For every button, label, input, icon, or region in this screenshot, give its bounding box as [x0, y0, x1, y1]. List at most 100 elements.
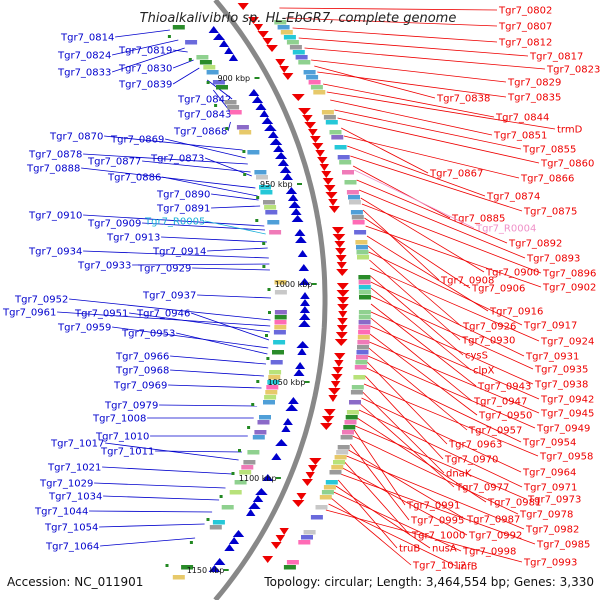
gene-label-tgr7-0969[interactable]: Tgr7_0969 — [113, 381, 167, 392]
gene-label-tgr7-0993[interactable]: Tgr7_0993 — [523, 558, 577, 569]
gene-label-tgr7-0855[interactable]: Tgr7_0855 — [522, 145, 576, 156]
gene-label-tgr7-1021[interactable]: Tgr7_1021 — [47, 463, 101, 474]
gene-label-tgr7-0823[interactable]: Tgr7_0823 — [546, 65, 600, 76]
gene-label-tgr7-0870[interactable]: Tgr7_0870 — [49, 132, 103, 143]
gene-label-tgr7-0942[interactable]: Tgr7_0942 — [540, 395, 594, 406]
gene-label-tgr7-0938[interactable]: Tgr7_0938 — [534, 380, 588, 391]
gene-label-tgr7-0910[interactable]: Tgr7_0910 — [28, 211, 82, 222]
gene-label-tgr7-0982[interactable]: Tgr7_0982 — [525, 525, 579, 536]
gene-label-tgr7-0978[interactable]: Tgr7_0978 — [519, 510, 573, 521]
gene-label-tgr7-0838[interactable]: Tgr7_0838 — [436, 94, 490, 105]
gene-label-tgr7-1064[interactable]: Tgr7_1064 — [45, 542, 99, 553]
gene-label-tgr7-0981[interactable]: Tgr7_0981 — [487, 498, 541, 509]
gene-label-tgr7-0874[interactable]: Tgr7_0874 — [486, 192, 540, 203]
gene-label-tgr7-0819[interactable]: Tgr7_0819 — [118, 46, 172, 57]
gene-label-tgr7-0961[interactable]: Tgr7_0961 — [2, 308, 56, 319]
gene-label-tgr7-0992[interactable]: Tgr7_0992 — [468, 531, 522, 542]
gene-label-tgr7-0833[interactable]: Tgr7_0833 — [57, 68, 111, 79]
gene-label-tgr7-1017[interactable]: Tgr7_1017 — [50, 439, 104, 450]
gene-label-tgr7-1012[interactable]: Tgr7_1012 — [412, 561, 466, 572]
gene-label-tgr7-0835[interactable]: Tgr7_0835 — [507, 93, 561, 104]
gene-label-tgr7-0868[interactable]: Tgr7_0868 — [173, 127, 227, 138]
gene-label-trmd[interactable]: trmD — [557, 125, 583, 136]
gene-label-tgr7-r0005[interactable]: Tgr7_R0005 — [144, 217, 205, 228]
gene-label-tgr7-1054[interactable]: Tgr7_1054 — [44, 523, 98, 534]
gene-label-tgr7-0891[interactable]: Tgr7_0891 — [156, 204, 210, 215]
gene-label-tgr7-0892[interactable]: Tgr7_0892 — [508, 239, 562, 250]
gene-label-trub[interactable]: truB — [399, 544, 420, 555]
gene-label-tgr7-0906[interactable]: Tgr7_0906 — [471, 284, 525, 295]
gene-label-tgr7-0802[interactable]: Tgr7_0802 — [498, 6, 552, 17]
gene-label-clpx[interactable]: clpX — [473, 366, 495, 377]
gene-label-tgr7-0909[interactable]: Tgr7_0909 — [87, 219, 141, 230]
gene-label-tgr7-0896[interactable]: Tgr7_0896 — [542, 269, 596, 280]
gene-label-tgr7-0812[interactable]: Tgr7_0812 — [498, 38, 552, 49]
gene-label-tgr7-0900[interactable]: Tgr7_0900 — [485, 268, 539, 279]
gene-label-tgr7-0958[interactable]: Tgr7_0958 — [539, 452, 593, 463]
gene-label-tgr7-0957[interactable]: Tgr7_0957 — [468, 426, 522, 437]
gene-label-tgr7-0973[interactable]: Tgr7_0973 — [527, 495, 581, 506]
gene-label-tgr7-0947[interactable]: Tgr7_0947 — [473, 397, 527, 408]
gene-label-tgr7-0998[interactable]: Tgr7_0998 — [462, 547, 516, 558]
gene-label-tgr7-1034[interactable]: Tgr7_1034 — [48, 492, 102, 503]
gene-label-tgr7-0952[interactable]: Tgr7_0952 — [14, 295, 68, 306]
gene-label-tgr7-0851[interactable]: Tgr7_0851 — [493, 131, 547, 142]
gene-label-tgr7-1008[interactable]: Tgr7_1008 — [92, 414, 146, 425]
gene-label-tgr7-0869[interactable]: Tgr7_0869 — [110, 135, 164, 146]
gene-label-tgr7-0860[interactable]: Tgr7_0860 — [540, 159, 594, 170]
gene-label-tgr7-0916[interactable]: Tgr7_0916 — [489, 307, 543, 318]
gene-label-tgr7-0877[interactable]: Tgr7_0877 — [87, 157, 141, 168]
gene-label-tgr7-0985[interactable]: Tgr7_0985 — [536, 540, 590, 551]
gene-label-tgr7-0977[interactable]: Tgr7_0977 — [455, 483, 509, 494]
gene-label-tgr7-0935[interactable]: Tgr7_0935 — [534, 365, 588, 376]
gene-label-tgr7-1044[interactable]: Tgr7_1044 — [34, 507, 88, 518]
gene-label-tgr7-0949[interactable]: Tgr7_0949 — [536, 424, 590, 435]
gene-label-nusa[interactable]: nusA — [432, 544, 457, 555]
gene-label-tgr7-0890[interactable]: Tgr7_0890 — [156, 190, 210, 201]
gene-label-tgr7-r0004[interactable]: Tgr7_R0004 — [475, 224, 536, 235]
gene-label-tgr7-0987[interactable]: Tgr7_0987 — [466, 515, 520, 526]
gene-label-tgr7-0817[interactable]: Tgr7_0817 — [529, 52, 583, 63]
gene-label-cyss[interactable]: cysS — [465, 351, 488, 362]
gene-label-tgr7-0968[interactable]: Tgr7_0968 — [115, 366, 169, 377]
gene-label-tgr7-0929[interactable]: Tgr7_0929 — [137, 264, 191, 275]
gene-label-tgr7-0875[interactable]: Tgr7_0875 — [523, 207, 577, 218]
gene-label-tgr7-0844[interactable]: Tgr7_0844 — [495, 113, 549, 124]
gene-label-tgr7-0829[interactable]: Tgr7_0829 — [507, 78, 561, 89]
gene-label-tgr7-0866[interactable]: Tgr7_0866 — [520, 174, 574, 185]
gene-label-tgr7-1029[interactable]: Tgr7_1029 — [39, 479, 93, 490]
gene-label-tgr7-0885[interactable]: Tgr7_0885 — [451, 214, 505, 225]
gene-label-tgr7-0995[interactable]: Tgr7_0995 — [410, 516, 464, 527]
gene-label-tgr7-0902[interactable]: Tgr7_0902 — [542, 283, 596, 294]
gene-label-tgr7-0950[interactable]: Tgr7_0950 — [478, 411, 532, 422]
gene-label-tgr7-0946[interactable]: Tgr7_0946 — [136, 309, 190, 320]
gene-label-tgr7-0839[interactable]: Tgr7_0839 — [118, 80, 172, 91]
gene-label-tgr7-0913[interactable]: Tgr7_0913 — [106, 233, 160, 244]
gene-label-tgr7-0924[interactable]: Tgr7_0924 — [540, 337, 594, 348]
gene-label-dnak[interactable]: dnaK — [446, 469, 472, 480]
gene-label-tgr7-0886[interactable]: Tgr7_0886 — [107, 173, 161, 184]
gene-label-tgr7-0908[interactable]: Tgr7_0908 — [440, 276, 494, 287]
gene-label-tgr7-0954[interactable]: Tgr7_0954 — [522, 438, 576, 449]
gene-label-tgr7-0842[interactable]: Tgr7_0842 — [177, 95, 231, 106]
gene-label-tgr7-0807[interactable]: Tgr7_0807 — [498, 22, 552, 33]
gene-label-tgr7-0824[interactable]: Tgr7_0824 — [57, 51, 111, 62]
gene-label-tgr7-0830[interactable]: Tgr7_0830 — [118, 64, 172, 75]
gene-label-tgr7-0914[interactable]: Tgr7_0914 — [152, 247, 206, 258]
gene-label-tgr7-1000[interactable]: Tgr7_1000 — [411, 531, 465, 542]
gene-label-tgr7-0814[interactable]: Tgr7_0814 — [60, 33, 114, 44]
gene-label-tgr7-0943[interactable]: Tgr7_0943 — [477, 382, 531, 393]
gene-label-tgr7-0933[interactable]: Tgr7_0933 — [77, 261, 131, 272]
gene-label-tgr7-0843[interactable]: Tgr7_0843 — [177, 110, 231, 121]
gene-label-tgr7-0867[interactable]: Tgr7_0867 — [429, 169, 483, 180]
gene-label-tgr7-0970[interactable]: Tgr7_0970 — [444, 455, 498, 466]
gene-label-tgr7-0953[interactable]: Tgr7_0953 — [121, 329, 175, 340]
gene-label-tgr7-0893[interactable]: Tgr7_0893 — [526, 254, 580, 265]
gene-label-tgr7-0945[interactable]: Tgr7_0945 — [540, 409, 594, 420]
gene-label-tgr7-1010[interactable]: Tgr7_1010 — [95, 432, 149, 443]
gene-label-tgr7-0917[interactable]: Tgr7_0917 — [523, 321, 577, 332]
gene-label-tgr7-0959[interactable]: Tgr7_0959 — [57, 323, 111, 334]
gene-label-tgr7-1011[interactable]: Tgr7_1011 — [100, 447, 154, 458]
gene-label-tgr7-0873[interactable]: Tgr7_0873 — [150, 154, 204, 165]
gene-label-tgr7-0934[interactable]: Tgr7_0934 — [28, 247, 82, 258]
